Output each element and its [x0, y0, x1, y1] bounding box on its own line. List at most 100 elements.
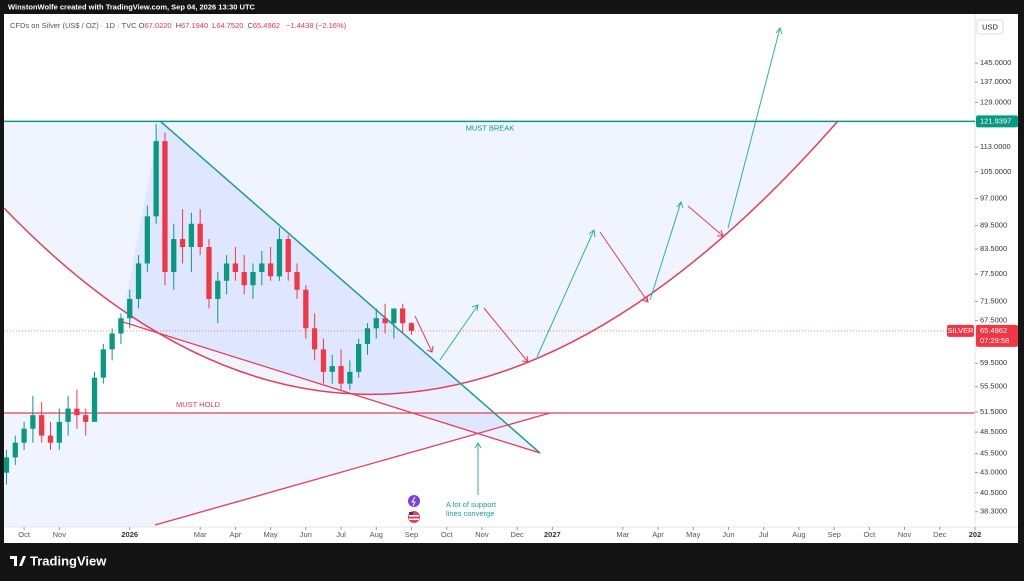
candle-body [241, 271, 247, 286]
candle-body [259, 263, 265, 272]
x-tick-label: Jun [300, 530, 312, 539]
candle-body [338, 366, 344, 384]
header-caption: WinstonWolfe created with TradingView.co… [8, 2, 256, 11]
symbol-label: SILVER [947, 326, 974, 335]
x-tick-label: Apr [652, 530, 664, 539]
candle-body [232, 263, 239, 272]
candle-body [91, 377, 98, 422]
legend: CFDs on Silver (US$ / OZ) · 1D · TVC O67… [10, 21, 350, 30]
x-tick-label: Oct [18, 530, 31, 539]
candle-body [109, 333, 115, 350]
y-tick-label: 71.5000 [980, 296, 1007, 305]
change: −1.4438 (−2.16%) [286, 21, 347, 30]
y-tick-label: 48.5000 [980, 427, 1007, 436]
candle-body [188, 223, 195, 248]
countdown: 07:29:58 [980, 336, 1009, 345]
candle-body [223, 263, 230, 281]
candle-body [127, 298, 133, 319]
x-tick-label: 2026 [121, 530, 138, 539]
x-tick-label: Sep [827, 530, 840, 539]
x-tick-label: Nov [475, 530, 489, 539]
candle-body [215, 280, 221, 299]
down-arrows [414, 205, 724, 363]
bowl-zone [4, 121, 838, 395]
candle-body [311, 328, 318, 350]
brand-logo [10, 556, 26, 566]
candle-body [74, 408, 80, 416]
symbol-tag [947, 324, 974, 337]
candle-body [162, 141, 168, 272]
candle-body [30, 415, 36, 429]
y-tick-label: 59.5000 [980, 358, 1007, 367]
candle-body [21, 428, 27, 443]
candle-body [12, 442, 18, 458]
candle-body [47, 435, 54, 443]
y-tick-label: 113.0000 [980, 142, 1011, 151]
candle-body [329, 366, 335, 372]
candle-body [382, 318, 388, 324]
level-label: MUST BREAK [466, 123, 515, 132]
y-tick-label: 67.5000 [980, 316, 1007, 325]
currency-box[interactable] [976, 19, 1004, 35]
annotation: MUST HOLD [176, 400, 221, 409]
x-tick-label: Jun [722, 530, 734, 539]
candle-body [294, 271, 300, 290]
ohlc-label: H [175, 21, 182, 30]
x-tick-label: Jul [336, 530, 346, 539]
y-tick-label: 40.5000 [980, 488, 1007, 497]
x-tick-label: Aug [370, 530, 383, 539]
x-tick-label: Sep [405, 530, 418, 539]
y-tick-label: 77.5000 [980, 269, 1007, 278]
price-label: 65.4962 [980, 326, 1007, 335]
y-tick-label: 137.0000 [980, 77, 1011, 86]
lower-trendline [119, 320, 541, 454]
x-tick-label: Apr [230, 530, 242, 539]
candle-body [39, 415, 45, 436]
brand: TradingView [30, 553, 107, 568]
drawings [3, 26, 975, 527]
candle-body [100, 349, 106, 378]
y-tick-label: 97.0000 [980, 193, 1007, 202]
up-arrows [439, 26, 783, 495]
candle-body [364, 328, 371, 344]
ohlc-value: 67.1940 [181, 21, 209, 30]
candle-body [197, 223, 203, 248]
y-tick-label: 89.5000 [980, 221, 1007, 230]
candle-body [408, 323, 415, 331]
candle-body [206, 247, 212, 299]
candle-body [400, 308, 406, 324]
y-tick-label: 55.5000 [980, 382, 1007, 391]
x-tick-label: Nov [898, 530, 912, 539]
ohlc: O67.0220 H67.1940 L64.7520 C65.4962 [139, 21, 284, 30]
x-tick-label: Dec [933, 530, 947, 539]
ohlc-value: 65.4962 [252, 21, 280, 30]
currency: USD [982, 22, 998, 31]
candle-body [276, 239, 283, 277]
candle-body [3, 457, 10, 473]
y-tick-label: 38.3000 [980, 507, 1007, 516]
x-tick-label: 2027 [544, 530, 561, 539]
down-trendline [159, 120, 541, 454]
candle-body [347, 371, 353, 384]
candle-body [118, 318, 124, 334]
x-tick-label: 202 [969, 530, 982, 539]
y-tick-label: 51.5000 [980, 407, 1007, 416]
candle-body [391, 308, 397, 324]
ohlc-value: 67.0220 [144, 21, 172, 30]
x-tick-label: Mar [194, 530, 207, 539]
x-tick-label: Aug [792, 530, 805, 539]
event-icon[interactable] [408, 495, 420, 507]
y-tick-label: 43.0000 [980, 468, 1007, 477]
candle-body [356, 343, 362, 372]
chart-panel [4, 14, 1018, 543]
candle-body [135, 263, 142, 299]
candle-body [83, 415, 89, 422]
x-tick-label: Jul [759, 530, 769, 539]
candle-body [303, 289, 309, 329]
ohlc-value: 64.7520 [216, 21, 244, 30]
candle-body [285, 239, 291, 272]
ohlc-label: O [138, 21, 145, 30]
candle-body [373, 318, 379, 329]
